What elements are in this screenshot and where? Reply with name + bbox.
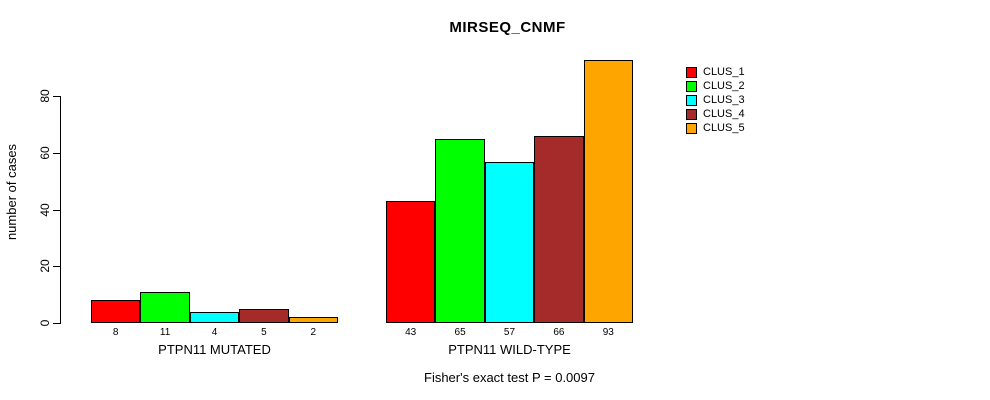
bar-value-label: 8 — [112, 327, 119, 338]
bar-value-label: 66 — [553, 327, 565, 338]
y-axis-tick-label: 20 — [38, 259, 52, 274]
fisher-test-annotation: Fisher's exact test P = 0.0097 — [424, 370, 595, 385]
x-axis-group-label: PTPN11 WILD-TYPE — [448, 342, 571, 357]
bar-value-label: 65 — [454, 327, 466, 338]
bar-clus-3-group1 — [189, 312, 240, 323]
bar-clus-2-group2 — [435, 139, 485, 323]
legend-label: CLUS_2 — [703, 80, 745, 92]
y-axis-tick — [53, 323, 60, 324]
y-axis-tick — [53, 96, 60, 98]
y-axis-tick — [53, 153, 60, 155]
legend-swatch-clus-3 — [686, 94, 697, 106]
bar-value-label: 4 — [211, 327, 218, 338]
bar-clus-1-group2 — [386, 201, 436, 323]
y-axis-tick — [53, 209, 60, 211]
bar-clus-4-group2 — [534, 136, 584, 323]
bar-clus-5-group2 — [583, 60, 633, 323]
y-axis-tick — [53, 266, 60, 268]
legend: CLUS_1 CLUS_2 CLUS_3 CLUS_4 CLUS_5 — [686, 65, 745, 135]
legend-item: CLUS_5 — [686, 121, 745, 135]
legend-label: CLUS_5 — [703, 122, 745, 134]
legend-swatch-clus-1 — [686, 66, 697, 78]
bar-clus-3-group2 — [484, 162, 535, 323]
bar-clus-1-group1 — [91, 300, 141, 323]
bar-value-label: 5 — [261, 327, 267, 338]
legend-swatch-clus-4 — [686, 108, 697, 120]
legend-label: CLUS_3 — [703, 94, 745, 106]
chart-title: MIRSEQ_CNMF — [449, 19, 566, 36]
bar-value-label: 11 — [159, 327, 171, 338]
bar-value-label: 57 — [503, 327, 516, 338]
y-axis-tick-label: 80 — [38, 89, 52, 104]
bar-clus-5-group1 — [288, 317, 338, 323]
y-axis-line — [60, 96, 61, 324]
y-axis-tick-label: 60 — [38, 146, 52, 160]
legend-swatch-clus-5 — [686, 122, 697, 134]
legend-item: CLUS_1 — [686, 65, 745, 79]
legend-label: CLUS_1 — [703, 66, 745, 78]
legend-item: CLUS_3 — [686, 93, 745, 107]
bar-clus-2-group1 — [140, 292, 190, 323]
legend-item: CLUS_4 — [686, 107, 745, 121]
x-axis-group-label: PTPN11 MUTATED — [158, 342, 271, 357]
bar-value-label: 93 — [602, 327, 614, 338]
bar-value-label: 2 — [310, 327, 317, 338]
bar-value-label: 43 — [405, 327, 417, 338]
legend-swatch-clus-2 — [686, 80, 697, 92]
y-axis-label: number of cases — [4, 143, 19, 241]
legend-label: CLUS_4 — [703, 108, 745, 120]
y-axis-tick-label: 40 — [38, 203, 52, 217]
legend-item: CLUS_2 — [686, 79, 745, 93]
y-axis-tick-label: 0 — [38, 319, 52, 327]
bar-clus-4-group1 — [239, 309, 289, 323]
